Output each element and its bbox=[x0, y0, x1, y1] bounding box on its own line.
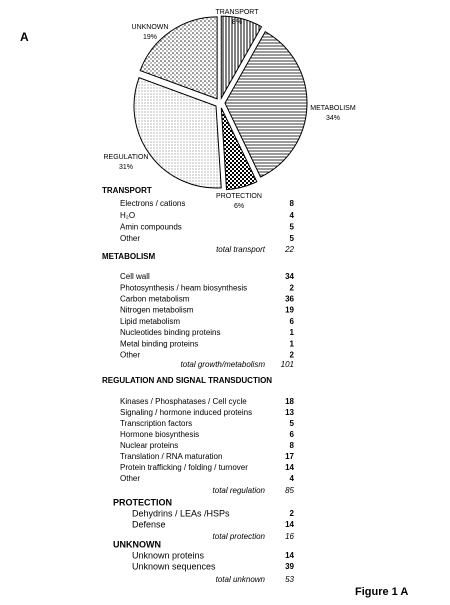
pie-slice bbox=[220, 107, 258, 191]
slice-percent: 19% bbox=[143, 34, 157, 41]
total-label: total transport bbox=[216, 245, 266, 254]
pie-slice bbox=[224, 31, 308, 178]
item-count: 39 bbox=[285, 562, 294, 571]
section-title: UNKNOWN bbox=[113, 539, 161, 549]
total-value: 22 bbox=[284, 245, 294, 254]
item-label: Hormone biosynthesis bbox=[120, 430, 199, 439]
item-label: Defense bbox=[132, 519, 166, 529]
item-count: 34 bbox=[285, 272, 294, 281]
total-label: total regulation bbox=[213, 486, 266, 495]
item-count: 14 bbox=[285, 520, 294, 529]
slice-label: PROTECTION bbox=[216, 193, 262, 200]
item-count: 8 bbox=[290, 441, 295, 450]
pie-slice bbox=[220, 15, 263, 101]
item-count: 2 bbox=[290, 509, 295, 518]
item-label: Signaling / hormone induced proteins bbox=[120, 408, 252, 417]
total-value: 101 bbox=[281, 360, 294, 369]
total-value: 16 bbox=[285, 532, 294, 541]
slice-label: UNKNOWN bbox=[132, 24, 169, 31]
slice-percent: 6% bbox=[234, 203, 244, 210]
item-label: Photosynthesis / heam biosynthesis bbox=[120, 283, 247, 292]
item-label: Other bbox=[120, 234, 140, 243]
item-label: Amin compounds bbox=[120, 223, 182, 232]
item-label: Lipid metabolism bbox=[120, 317, 180, 326]
section-title: METABOLISM bbox=[102, 252, 156, 261]
section-title: REGULATION AND SIGNAL TRANSDUCTION bbox=[102, 376, 272, 385]
item-label: Carbon metabolism bbox=[120, 295, 190, 304]
item-count: 1 bbox=[290, 328, 295, 337]
item-count: 5 bbox=[290, 223, 295, 232]
caption: Figure 1 A bbox=[355, 586, 408, 598]
item-count: 6 bbox=[290, 430, 295, 439]
pie-slice bbox=[133, 77, 222, 189]
item-count: 13 bbox=[285, 408, 294, 417]
pie-slice bbox=[139, 16, 218, 100]
item-count: 18 bbox=[285, 397, 294, 406]
item-count: 5 bbox=[290, 419, 295, 428]
item-label: Cell wall bbox=[120, 272, 150, 281]
slice-label: TRANSPORT bbox=[215, 9, 259, 16]
item-label: Nuclear proteins bbox=[120, 441, 178, 450]
section-title: TRANSPORT bbox=[102, 186, 152, 195]
item-label: Metal binding proteins bbox=[120, 339, 198, 348]
item-label: Transcription factors bbox=[120, 419, 192, 428]
item-label: Unknown proteins bbox=[132, 550, 205, 560]
item-count: 17 bbox=[285, 452, 294, 461]
slice-percent: 34% bbox=[326, 115, 340, 122]
item-count: 4 bbox=[290, 211, 295, 220]
item-label: Other bbox=[120, 351, 140, 360]
item-count: 14 bbox=[285, 551, 294, 560]
section-title: PROTECTION bbox=[113, 497, 172, 507]
item-label: Nitrogen metabolism bbox=[120, 306, 194, 315]
slice-label: METABOLISM bbox=[310, 105, 356, 112]
slice-percent: 31% bbox=[119, 164, 133, 171]
total-label: total protection bbox=[213, 532, 266, 541]
item-count: 4 bbox=[290, 474, 295, 483]
total-value: 53 bbox=[285, 575, 294, 584]
slice-percent: 8% bbox=[232, 19, 242, 26]
item-count: 2 bbox=[290, 283, 295, 292]
item-count: 14 bbox=[285, 463, 294, 472]
item-count: 36 bbox=[285, 295, 294, 304]
item-count: 19 bbox=[285, 306, 294, 315]
item-count: 1 bbox=[290, 339, 295, 348]
item-label: Other bbox=[120, 474, 140, 483]
item-count: 2 bbox=[290, 351, 295, 360]
slice-label: REGULATION bbox=[104, 154, 149, 161]
total-label: total unknown bbox=[216, 575, 266, 584]
item-label: Translation / RNA maturation bbox=[120, 452, 222, 461]
item-label: Unknown sequences bbox=[132, 561, 216, 571]
total-value: 85 bbox=[285, 486, 294, 495]
item-label: Dehydrins / LEAs /HSPs bbox=[132, 508, 230, 518]
item-label: H₂O bbox=[120, 211, 135, 220]
item-count: 6 bbox=[290, 317, 295, 326]
item-label: Electrons / cations bbox=[120, 199, 185, 208]
item-count: 5 bbox=[290, 234, 295, 243]
total-label: total growth/metabolism bbox=[181, 360, 266, 369]
figure-label: A bbox=[20, 30, 29, 44]
item-count: 8 bbox=[290, 199, 295, 208]
item-label: Kinases / Phosphatases / Cell cycle bbox=[120, 397, 247, 406]
item-label: Protein trafficking / folding / turnover bbox=[120, 463, 248, 472]
item-label: Nucleotides binding proteins bbox=[120, 328, 221, 337]
